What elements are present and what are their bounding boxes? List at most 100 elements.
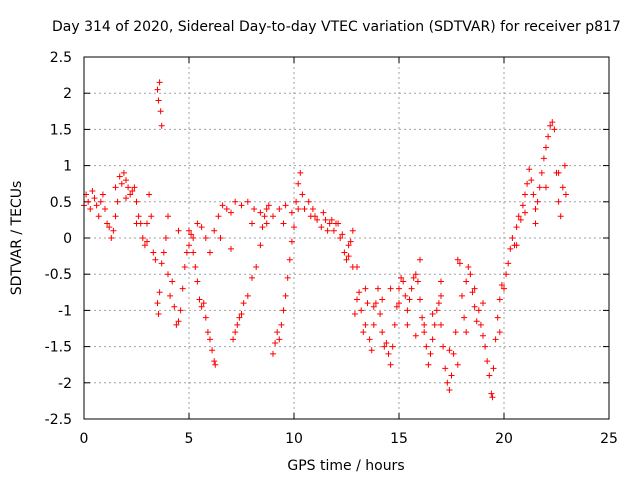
data-point bbox=[429, 311, 436, 318]
data-point bbox=[522, 191, 528, 198]
data-point bbox=[396, 285, 402, 292]
data-point bbox=[154, 86, 161, 93]
data-point bbox=[412, 271, 419, 278]
data-point bbox=[448, 372, 455, 379]
data-point bbox=[291, 224, 297, 231]
data-point bbox=[343, 256, 350, 263]
data-point bbox=[177, 307, 184, 314]
data-point bbox=[97, 198, 104, 205]
data-point bbox=[383, 339, 390, 346]
data-point bbox=[480, 300, 486, 307]
data-point bbox=[410, 274, 417, 281]
data-point bbox=[110, 227, 117, 234]
data-point bbox=[421, 321, 428, 328]
y-tick-label: 0 bbox=[63, 231, 72, 247]
data-point bbox=[263, 206, 270, 213]
data-point bbox=[370, 303, 377, 310]
data-point bbox=[190, 235, 197, 241]
data-point bbox=[400, 278, 407, 285]
data-point bbox=[272, 339, 279, 346]
data-point bbox=[489, 394, 496, 401]
data-point bbox=[454, 361, 461, 368]
data-point bbox=[154, 300, 161, 307]
data-point bbox=[89, 187, 96, 194]
data-point bbox=[480, 332, 486, 339]
data-point bbox=[228, 245, 234, 252]
data-point bbox=[526, 166, 533, 173]
data-point bbox=[522, 209, 528, 216]
data-point bbox=[175, 318, 182, 325]
data-point bbox=[112, 184, 119, 191]
data-point bbox=[494, 314, 501, 321]
data-point bbox=[215, 213, 222, 220]
data-point bbox=[354, 296, 360, 303]
data-point bbox=[93, 202, 100, 209]
data-point bbox=[155, 97, 162, 104]
data-point bbox=[198, 224, 205, 231]
data-point bbox=[519, 202, 526, 209]
data-point bbox=[108, 235, 115, 241]
data-point bbox=[324, 227, 331, 234]
data-point bbox=[366, 336, 373, 343]
y-tick-label: -1.5 bbox=[45, 340, 72, 356]
data-point bbox=[179, 285, 186, 292]
data-point bbox=[360, 329, 367, 336]
data-point bbox=[87, 206, 94, 213]
data-point bbox=[490, 365, 497, 372]
data-point bbox=[295, 180, 302, 187]
data-point bbox=[150, 249, 157, 256]
data-point bbox=[561, 162, 568, 169]
data-point bbox=[190, 249, 197, 256]
data-point bbox=[328, 216, 335, 223]
data-point bbox=[379, 296, 386, 303]
data-point bbox=[249, 274, 255, 281]
data-point bbox=[507, 245, 514, 252]
data-point bbox=[538, 169, 545, 176]
data-point bbox=[501, 285, 507, 292]
data-point bbox=[127, 191, 134, 198]
data-point bbox=[192, 263, 199, 270]
data-point bbox=[91, 195, 98, 202]
data-point bbox=[238, 311, 245, 318]
data-point bbox=[547, 122, 554, 129]
data-point bbox=[543, 184, 549, 191]
data-point bbox=[314, 216, 321, 223]
data-point bbox=[309, 206, 316, 213]
data-point bbox=[144, 238, 150, 245]
plot-frame bbox=[83, 56, 610, 420]
data-point bbox=[438, 292, 444, 299]
data-point bbox=[463, 278, 470, 285]
data-point bbox=[562, 191, 569, 198]
data-point bbox=[505, 260, 512, 267]
data-point bbox=[532, 220, 539, 227]
data-point bbox=[209, 347, 216, 354]
data-point bbox=[417, 296, 423, 303]
y-tick-label: 2.5 bbox=[50, 50, 72, 66]
data-point bbox=[295, 206, 302, 213]
data-point bbox=[288, 238, 295, 245]
data-point bbox=[377, 311, 384, 318]
data-point bbox=[446, 387, 453, 394]
data-point bbox=[99, 191, 106, 198]
data-point bbox=[167, 292, 174, 299]
data-point bbox=[305, 198, 312, 205]
data-point bbox=[301, 206, 308, 213]
data-point bbox=[469, 289, 476, 296]
data-point bbox=[259, 224, 266, 231]
data-point bbox=[270, 350, 276, 357]
data-point bbox=[186, 242, 192, 249]
data-point bbox=[261, 213, 268, 220]
data-point bbox=[364, 300, 371, 307]
data-point bbox=[141, 242, 148, 249]
grid-lines bbox=[84, 57, 609, 419]
data-point bbox=[322, 216, 329, 223]
data-point bbox=[270, 213, 276, 220]
data-point bbox=[286, 256, 293, 263]
data-point bbox=[183, 249, 190, 256]
y-tick-label: -1 bbox=[58, 303, 72, 319]
data-point bbox=[326, 220, 333, 227]
data-point bbox=[349, 227, 356, 234]
data-point bbox=[372, 300, 379, 307]
data-point bbox=[427, 350, 434, 357]
